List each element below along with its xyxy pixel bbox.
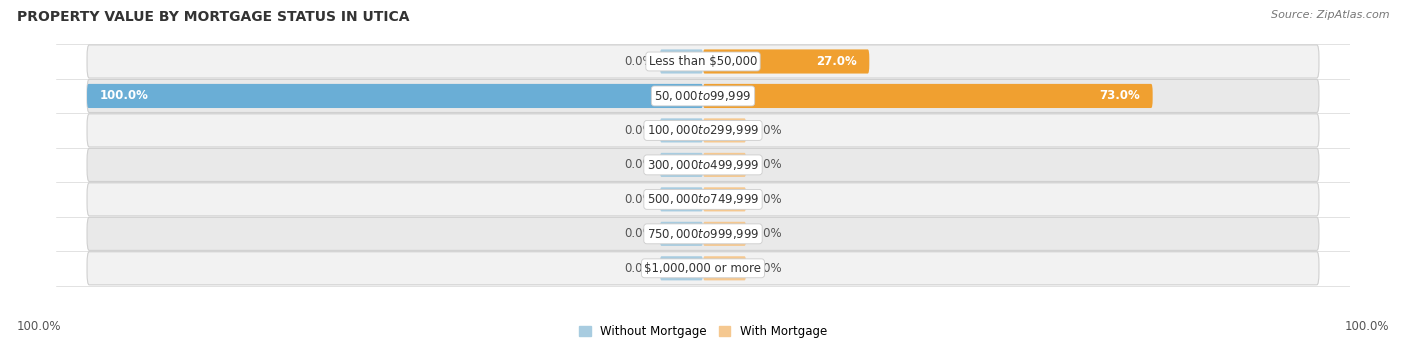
Text: $500,000 to $749,999: $500,000 to $749,999 [647, 192, 759, 206]
Text: 0.0%: 0.0% [624, 193, 654, 206]
FancyBboxPatch shape [87, 148, 1319, 182]
FancyBboxPatch shape [659, 187, 703, 211]
Text: 0.0%: 0.0% [752, 262, 782, 275]
Text: 73.0%: 73.0% [1099, 89, 1140, 102]
FancyBboxPatch shape [703, 49, 869, 73]
Text: Source: ZipAtlas.com: Source: ZipAtlas.com [1271, 10, 1389, 20]
Text: $300,000 to $499,999: $300,000 to $499,999 [647, 158, 759, 172]
Text: 100.0%: 100.0% [17, 320, 62, 333]
Text: $100,000 to $299,999: $100,000 to $299,999 [647, 123, 759, 137]
FancyBboxPatch shape [87, 217, 1319, 250]
FancyBboxPatch shape [87, 114, 1319, 147]
FancyBboxPatch shape [659, 49, 703, 73]
FancyBboxPatch shape [659, 153, 703, 177]
Text: 0.0%: 0.0% [624, 55, 654, 68]
FancyBboxPatch shape [703, 153, 747, 177]
Text: 0.0%: 0.0% [624, 262, 654, 275]
Text: 0.0%: 0.0% [624, 227, 654, 240]
Text: 0.0%: 0.0% [752, 124, 782, 137]
Text: 0.0%: 0.0% [624, 158, 654, 171]
Text: $750,000 to $999,999: $750,000 to $999,999 [647, 227, 759, 241]
Text: $1,000,000 or more: $1,000,000 or more [644, 262, 762, 275]
FancyBboxPatch shape [659, 118, 703, 142]
FancyBboxPatch shape [87, 84, 703, 108]
FancyBboxPatch shape [87, 45, 1319, 78]
FancyBboxPatch shape [87, 252, 1319, 285]
Text: 27.0%: 27.0% [817, 55, 858, 68]
Text: 100.0%: 100.0% [1344, 320, 1389, 333]
FancyBboxPatch shape [703, 256, 747, 280]
FancyBboxPatch shape [659, 256, 703, 280]
FancyBboxPatch shape [87, 80, 1319, 113]
Text: 0.0%: 0.0% [752, 227, 782, 240]
Text: 100.0%: 100.0% [100, 89, 148, 102]
Text: 0.0%: 0.0% [752, 193, 782, 206]
Legend: Without Mortgage, With Mortgage: Without Mortgage, With Mortgage [579, 325, 827, 338]
FancyBboxPatch shape [703, 187, 747, 211]
FancyBboxPatch shape [703, 222, 747, 246]
Text: 0.0%: 0.0% [752, 158, 782, 171]
FancyBboxPatch shape [703, 118, 747, 142]
FancyBboxPatch shape [87, 183, 1319, 216]
Text: PROPERTY VALUE BY MORTGAGE STATUS IN UTICA: PROPERTY VALUE BY MORTGAGE STATUS IN UTI… [17, 10, 409, 24]
Text: 0.0%: 0.0% [624, 124, 654, 137]
FancyBboxPatch shape [703, 84, 1153, 108]
FancyBboxPatch shape [659, 222, 703, 246]
Text: Less than $50,000: Less than $50,000 [648, 55, 758, 68]
Text: $50,000 to $99,999: $50,000 to $99,999 [654, 89, 752, 103]
